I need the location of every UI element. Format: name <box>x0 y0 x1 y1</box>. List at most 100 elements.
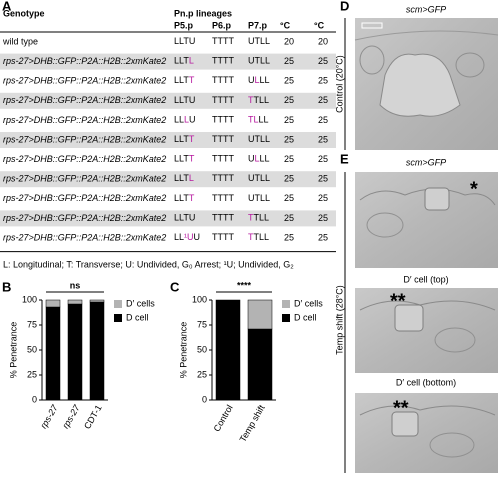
legend-swatch <box>114 314 122 322</box>
y-axis-label: % Penetrance <box>8 322 18 379</box>
panel-label: B <box>2 279 11 294</box>
lineage-part: ¹U <box>184 232 194 242</box>
lineage-part: TLL <box>254 232 270 242</box>
lineage: TTLL <box>248 95 269 105</box>
lineage: TTLL <box>248 213 269 223</box>
lineage-part: L <box>189 174 194 184</box>
lineage: ULLL <box>248 76 270 86</box>
micrograph <box>355 393 498 473</box>
x-tick-label: rps-27 <box>60 402 82 430</box>
legend-swatch <box>282 300 290 308</box>
lineage-part: UTLL <box>248 134 270 144</box>
side-label: Temp shift (28°C) <box>334 285 344 355</box>
lineage: LLLU <box>174 115 196 125</box>
genotype: rps-27>DHB::GFP::P2A::H2B::2xmKate2 <box>3 154 166 164</box>
lineage: LLTU <box>174 213 195 223</box>
genotype: rps-27>DHB::GFP::P2A::H2B::2xmKate2 <box>3 76 166 86</box>
table-header: Pn.p lineages <box>174 8 232 18</box>
y-tick-label: 25 <box>27 369 37 379</box>
y-tick-label: 75 <box>197 319 207 329</box>
lineage-part: L <box>255 76 260 86</box>
x-tick-label: Control <box>212 403 235 433</box>
bar-segment <box>89 301 105 401</box>
genotype: wild type <box>2 36 38 46</box>
lineage-part: TLL <box>254 95 270 105</box>
y-axis-label: % Penetrance <box>178 322 188 379</box>
lineage-part: TTTT <box>212 213 234 223</box>
genotype: rps-27>DHB::GFP::P2A::H2B::2xmKate2 <box>3 134 166 144</box>
bar-segment <box>247 299 273 330</box>
table-header: P5.p <box>174 20 194 30</box>
lineage: TTTT <box>212 213 234 223</box>
table-header: P7.p <box>248 20 268 30</box>
temperature: 25 <box>318 134 328 144</box>
lineage-part: T <box>248 232 254 242</box>
lineage: ULLL <box>248 154 270 164</box>
bar-segment <box>247 328 273 401</box>
lineage-part: T <box>248 213 254 223</box>
lineage: TTTT <box>212 95 234 105</box>
temperature: 20 <box>284 36 294 46</box>
temperature: 25 <box>284 115 294 125</box>
lineage: TTLL <box>248 232 269 242</box>
bar-segment <box>45 299 61 308</box>
lineage-part: T <box>189 76 195 86</box>
y-tick-label: 100 <box>192 294 207 304</box>
row-shade <box>0 132 336 148</box>
lineage-part: LLTU <box>174 36 195 46</box>
lineage: LLTT <box>174 154 195 164</box>
lineage: LLTU <box>174 36 195 46</box>
lineage-part: LLT <box>174 174 189 184</box>
lineage: TTTT <box>212 193 234 203</box>
lineage-part: LLT <box>174 154 189 164</box>
lineage-part: T <box>189 193 195 203</box>
lineage-part: UTLL <box>248 193 270 203</box>
image-caption: D′ cell (bottom) <box>396 377 456 387</box>
lineage-part: LL <box>174 232 184 242</box>
lineage-part: L <box>189 56 194 66</box>
bar-segment <box>67 299 83 305</box>
image-title: scm>GFP <box>406 157 446 167</box>
lineage-part: TTTT <box>212 36 234 46</box>
asterisk: ** <box>393 397 409 419</box>
row-shade <box>0 53 336 70</box>
lineage-part: TLL <box>254 213 270 223</box>
footnote: L: Longitudinal; T: Transverse; U: Undiv… <box>3 259 294 269</box>
lineage: TTTT <box>212 76 234 86</box>
lineage-part: U <box>248 154 255 164</box>
genotype: rps-27>DHB::GFP::P2A::H2B::2xmKate2 <box>3 95 166 105</box>
lineage-part: TTTT <box>212 115 234 125</box>
lineage: LLTT <box>174 193 195 203</box>
lineage-part: U <box>194 232 201 242</box>
y-tick-label: 50 <box>197 344 207 354</box>
temperature: 25 <box>284 76 294 86</box>
bar-segment <box>89 299 105 303</box>
temperature: 20 <box>318 36 328 46</box>
lineage-part: TTTT <box>212 174 234 184</box>
lineage: TTTT <box>212 174 234 184</box>
lineage-part: U <box>189 115 196 125</box>
lineage: TTTT <box>212 232 234 242</box>
lineage: TTTT <box>212 154 234 164</box>
lineage: LLTL <box>174 174 194 184</box>
lineage: UTLL <box>248 174 270 184</box>
y-tick-label: 25 <box>197 369 207 379</box>
lineage-part: LLTU <box>174 213 195 223</box>
lineage-part: T <box>248 95 254 105</box>
row-shade <box>0 92 336 109</box>
lineage-part: LL <box>259 115 269 125</box>
lineage-part: TTTT <box>212 56 234 66</box>
lineage: LLTT <box>174 76 195 86</box>
image-caption: D′ cell (top) <box>403 274 448 284</box>
genotype: rps-27>DHB::GFP::P2A::H2B::2xmKate2 <box>3 174 166 184</box>
lineage: UTLL <box>248 193 270 203</box>
temperature: 25 <box>284 134 294 144</box>
y-tick-label: 0 <box>32 394 37 404</box>
row-shade <box>0 210 336 227</box>
temperature: 25 <box>284 95 294 105</box>
lineage: LLTL <box>174 56 194 66</box>
micrograph <box>354 18 499 150</box>
genotype: rps-27>DHB::GFP::P2A::H2B::2xmKate2 <box>3 213 166 223</box>
lineage-part: L <box>184 115 189 125</box>
